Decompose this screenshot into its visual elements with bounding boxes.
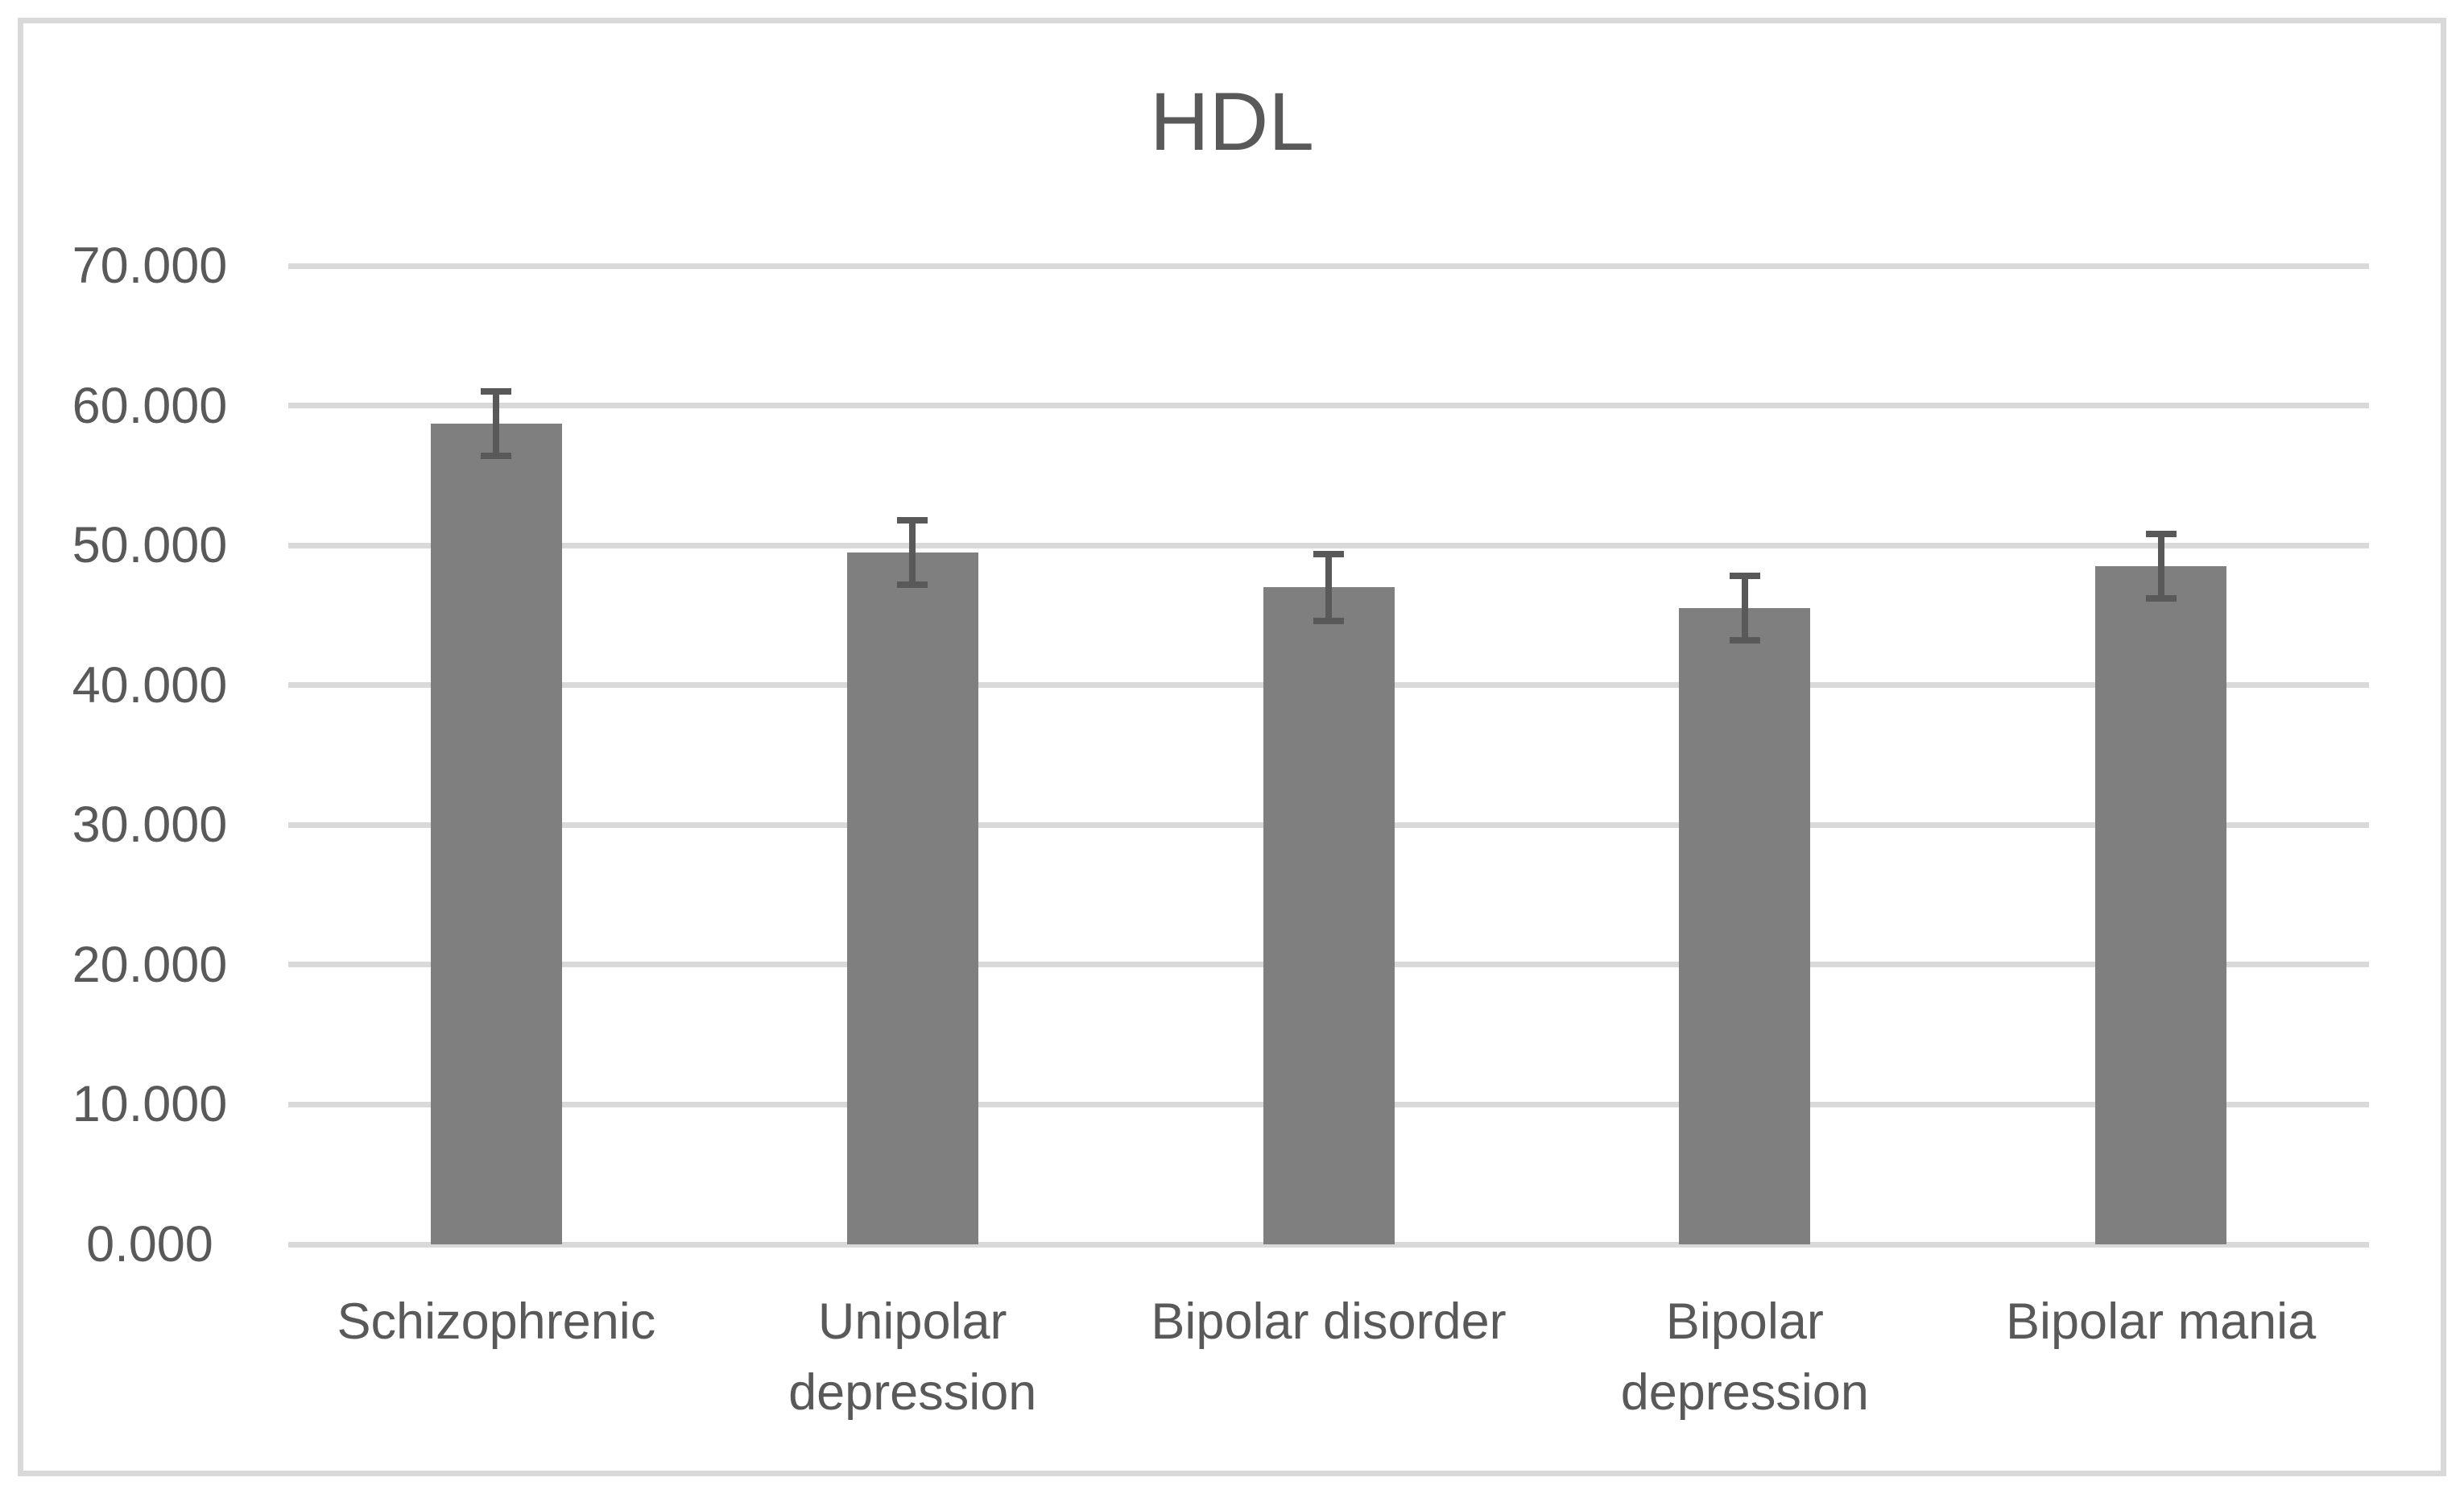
gridline — [288, 263, 2369, 269]
y-axis-tick-label: 10.000 — [72, 1076, 228, 1133]
error-bar-bottom-cap — [481, 453, 512, 460]
chart-title: HDL — [1149, 76, 1315, 168]
bar-bipolar-disorder — [1263, 587, 1395, 1244]
error-bar-top-cap — [1729, 573, 1760, 580]
x-axis-category-label: Bipolar disorder — [1151, 1293, 1507, 1350]
gridline — [288, 1241, 2369, 1248]
bar-unipolar-depression — [846, 552, 978, 1244]
error-bar-bottom-cap — [897, 581, 928, 588]
x-axis-category-label: Bipolar mania — [2005, 1293, 2317, 1350]
y-axis-tick-label: 30.000 — [72, 797, 228, 854]
error-bar-line — [493, 391, 500, 457]
y-axis-tick-label: 60.000 — [72, 377, 228, 434]
error-bar-bottom-cap — [2145, 595, 2177, 602]
x-axis-category-label: Unipolar depression — [788, 1293, 1037, 1421]
error-bar-line — [2157, 534, 2164, 599]
error-bar-line — [909, 519, 916, 585]
error-bar-line — [1325, 553, 1332, 621]
chart-border — [18, 18, 2446, 1476]
gridline — [288, 542, 2369, 548]
error-bar-top-cap — [897, 516, 928, 524]
bar-bipolar-mania — [2095, 566, 2227, 1244]
error-bar-top-cap — [1313, 550, 1344, 557]
y-axis-tick-label: 20.000 — [72, 936, 228, 993]
y-axis-tick-label: 70.000 — [72, 238, 228, 294]
error-bar-top-cap — [2145, 531, 2177, 538]
y-axis-tick-label: 0.000 — [86, 1216, 213, 1273]
bar-bipolar-depression — [1679, 608, 1811, 1244]
y-axis-tick-label: 50.000 — [72, 517, 228, 574]
x-axis-category-label: Bipolar depression — [1620, 1293, 1869, 1421]
bar-schizophrenic — [430, 424, 562, 1244]
gridline — [288, 403, 2369, 409]
error-bar-bottom-cap — [1729, 637, 1760, 644]
error-bar-line — [1741, 576, 1748, 641]
error-bar-bottom-cap — [1313, 617, 1344, 624]
error-bar-top-cap — [481, 388, 512, 395]
y-axis-tick-label: 40.000 — [72, 656, 228, 714]
x-axis-category-label: Schizophrenic — [337, 1293, 656, 1350]
